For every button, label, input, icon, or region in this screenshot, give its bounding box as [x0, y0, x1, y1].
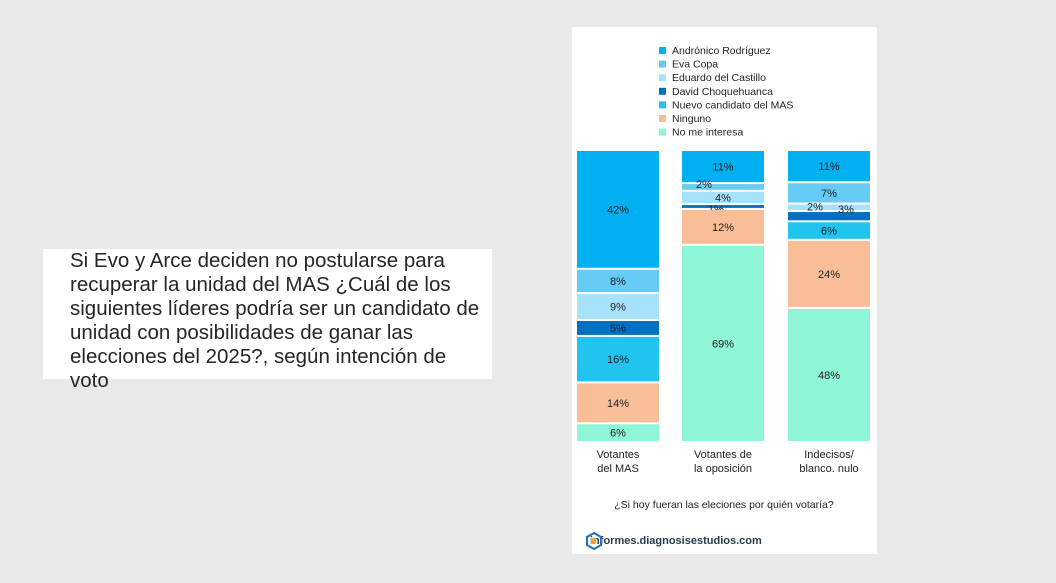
bar-segment-1-1 [577, 151, 659, 268]
data-label-3-7: 48% [818, 370, 840, 382]
data-label-3-4: 3% [838, 204, 854, 216]
bar-segment-2-2 [682, 184, 764, 190]
data-label-2-1: 11% [712, 162, 733, 174]
bar-segment-1-5 [577, 336, 659, 382]
data-label-3-2: 7% [821, 188, 837, 200]
category-label-2-line-1: Votantes de [694, 449, 752, 461]
category-label-1-line-1: Votantes [597, 449, 640, 461]
bar-segment-1-2 [577, 269, 659, 292]
data-label-3-1: 11% [818, 161, 839, 173]
data-label-1-7: 6% [610, 428, 626, 440]
data-label-2-7: 69% [712, 338, 734, 350]
question-box: Si Evo y Arce deciden no postularse para… [43, 249, 492, 392]
data-label-1-5: 16% [607, 354, 629, 366]
diagnosis-logo-icon [586, 532, 602, 550]
data-label-2-6: 12% [712, 222, 734, 234]
bar-segment-3-1 [788, 151, 870, 182]
data-label-2-2: 2% [696, 179, 712, 191]
bar-segment-3-3 [788, 204, 870, 211]
footer-question: ¿Si hoy fueran las eleciones por quién v… [614, 499, 834, 511]
bar-segment-2-4 [682, 205, 764, 208]
bar-segment-1-3 [577, 294, 659, 320]
data-label-1-4: 5% [610, 323, 626, 335]
bar-segment-3-4 [788, 212, 870, 221]
legend-swatch-7 [659, 128, 666, 136]
legend-swatch-2 [659, 60, 666, 68]
legend-label-6: Ninguno [672, 113, 711, 125]
legend-swatch-1 [659, 47, 666, 54]
legend-label-2: Eva Copa [672, 59, 718, 71]
legend-label-3: Eduardo del Castillo [672, 72, 766, 84]
bar-segment-2-3 [682, 191, 764, 204]
category-label-3-line-1: Indecisos/ [804, 449, 854, 461]
question-text: Si Evo y Arce deciden no postularse para… [70, 249, 480, 392]
bar-segment-3-7 [788, 308, 870, 441]
category-label-1-line-2: del MAS [597, 463, 639, 475]
legend-label-5: Nuevo candidato del MAS [672, 99, 793, 111]
bar-segment-3-6 [788, 240, 870, 307]
legend-swatch-4 [659, 87, 666, 95]
data-label-1-2: 8% [610, 276, 626, 288]
legend-swatch-6 [659, 115, 666, 122]
legend-swatch-5 [659, 101, 666, 109]
legend-label-7: No me interesa [672, 127, 743, 139]
bar-segment-3-5 [788, 222, 870, 239]
data-label-2-3: 4% [715, 192, 731, 204]
bar-segment-1-7 [577, 424, 659, 441]
legend-label-1: Andrónico Rodríguez [672, 45, 771, 57]
bar-segment-1-6 [577, 383, 659, 423]
legend-swatch-3 [659, 74, 666, 82]
bar-segment-2-1 [682, 151, 764, 183]
bar-segment-3-2 [788, 183, 870, 203]
bar-segment-2-6 [682, 209, 764, 244]
data-label-3-3: 2% [807, 202, 823, 214]
bar-segment-1-4 [577, 321, 659, 335]
data-label-3-5: 6% [821, 226, 837, 238]
data-label-3-6: 24% [818, 269, 840, 281]
data-label-1-6: 14% [607, 398, 629, 410]
category-label-3-line-2: blanco. nulo [799, 463, 858, 475]
chart-panel: Andrónico Rodríguez Eva Copa Eduardo del C… [572, 27, 877, 554]
legend-label-4: David Choquehuanca [672, 86, 773, 98]
bar-segment-2-7 [682, 245, 764, 441]
data-label-1-1: 42% [607, 204, 629, 216]
category-label-2-line-2: la oposición [694, 463, 752, 475]
source-url: informes.diagnosisestudios.com [590, 535, 762, 547]
data-label-1-3: 9% [610, 302, 626, 314]
source-brand: informes.diagnosisestudios.com [586, 532, 762, 550]
